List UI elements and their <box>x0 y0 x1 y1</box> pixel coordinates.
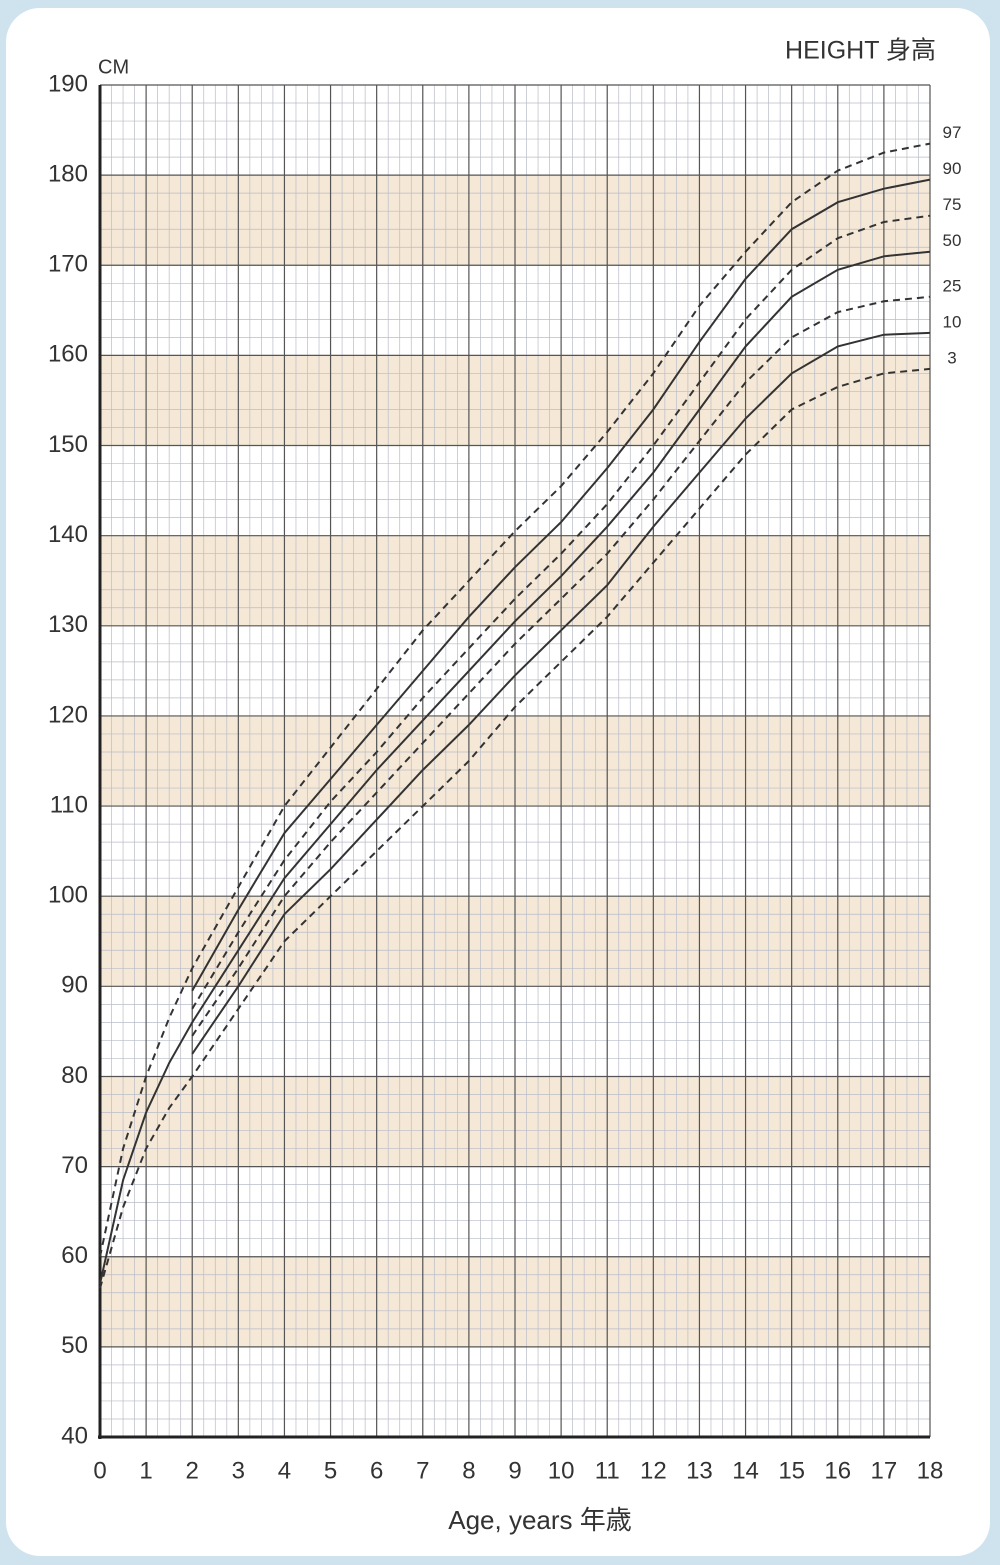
legend-label: 97 <box>943 123 962 142</box>
y-tick-label: 180 <box>48 160 88 187</box>
y-tick-label: 140 <box>48 521 88 548</box>
x-tick-label: 6 <box>370 1457 383 1484</box>
y-tick-label: 60 <box>61 1242 88 1269</box>
legend-label: 3 <box>947 348 956 367</box>
y-tick-label: 160 <box>48 341 88 368</box>
y-unit: CM <box>98 56 129 78</box>
y-tick-label: 120 <box>48 701 88 728</box>
percentile-line <box>191 295 931 1037</box>
x-axis-label: Age, years 年歳 <box>448 1505 632 1535</box>
x-tick-label: 11 <box>595 1457 620 1484</box>
percentile-line <box>191 178 931 992</box>
y-tick-label: 90 <box>61 972 88 999</box>
x-tick-label: 0 <box>93 1457 106 1484</box>
x-tick-label: 7 <box>416 1457 429 1484</box>
x-tick-label: 5 <box>324 1457 337 1484</box>
percentile-line <box>99 367 931 1289</box>
x-tick-label: 15 <box>778 1457 805 1484</box>
x-tick-label: 9 <box>508 1457 521 1484</box>
y-tick-label: 170 <box>48 251 88 278</box>
x-tick-label: 12 <box>640 1457 667 1484</box>
y-tick-label: 110 <box>50 791 88 818</box>
legend-label: 50 <box>943 231 962 250</box>
x-tick-label: 13 <box>686 1457 713 1484</box>
y-tick-label: 70 <box>61 1152 88 1179</box>
y-tick-label: 190 <box>48 70 88 97</box>
x-tick-label: 2 <box>186 1457 199 1484</box>
legend-label: 10 <box>943 312 962 331</box>
percentile-line <box>99 142 931 1257</box>
legend-label: 75 <box>943 195 962 214</box>
x-tick-label: 14 <box>732 1457 759 1484</box>
percentile-line <box>191 214 931 1010</box>
y-tick-label: 130 <box>48 611 88 638</box>
x-tick-label: 3 <box>232 1457 245 1484</box>
x-tick-label: 1 <box>139 1457 152 1484</box>
y-tick-label: 50 <box>61 1332 88 1359</box>
y-tick-label: 150 <box>48 431 88 458</box>
y-tick-label: 100 <box>48 882 88 909</box>
x-tick-label: 17 <box>871 1457 898 1484</box>
legend-label: 25 <box>943 276 962 295</box>
legend-label: 90 <box>943 159 962 178</box>
x-tick-label: 16 <box>824 1457 851 1484</box>
x-tick-label: 18 <box>917 1457 944 1484</box>
chart-title: HEIGHT 身高 <box>785 37 936 65</box>
percentile-line <box>99 250 931 1285</box>
y-tick-label: 40 <box>61 1422 88 1449</box>
x-tick-label: 8 <box>462 1457 475 1484</box>
x-tick-label: 4 <box>278 1457 291 1484</box>
percentile-line <box>191 331 931 1055</box>
y-tick-label: 80 <box>61 1062 88 1089</box>
x-tick-label: 10 <box>548 1457 575 1484</box>
